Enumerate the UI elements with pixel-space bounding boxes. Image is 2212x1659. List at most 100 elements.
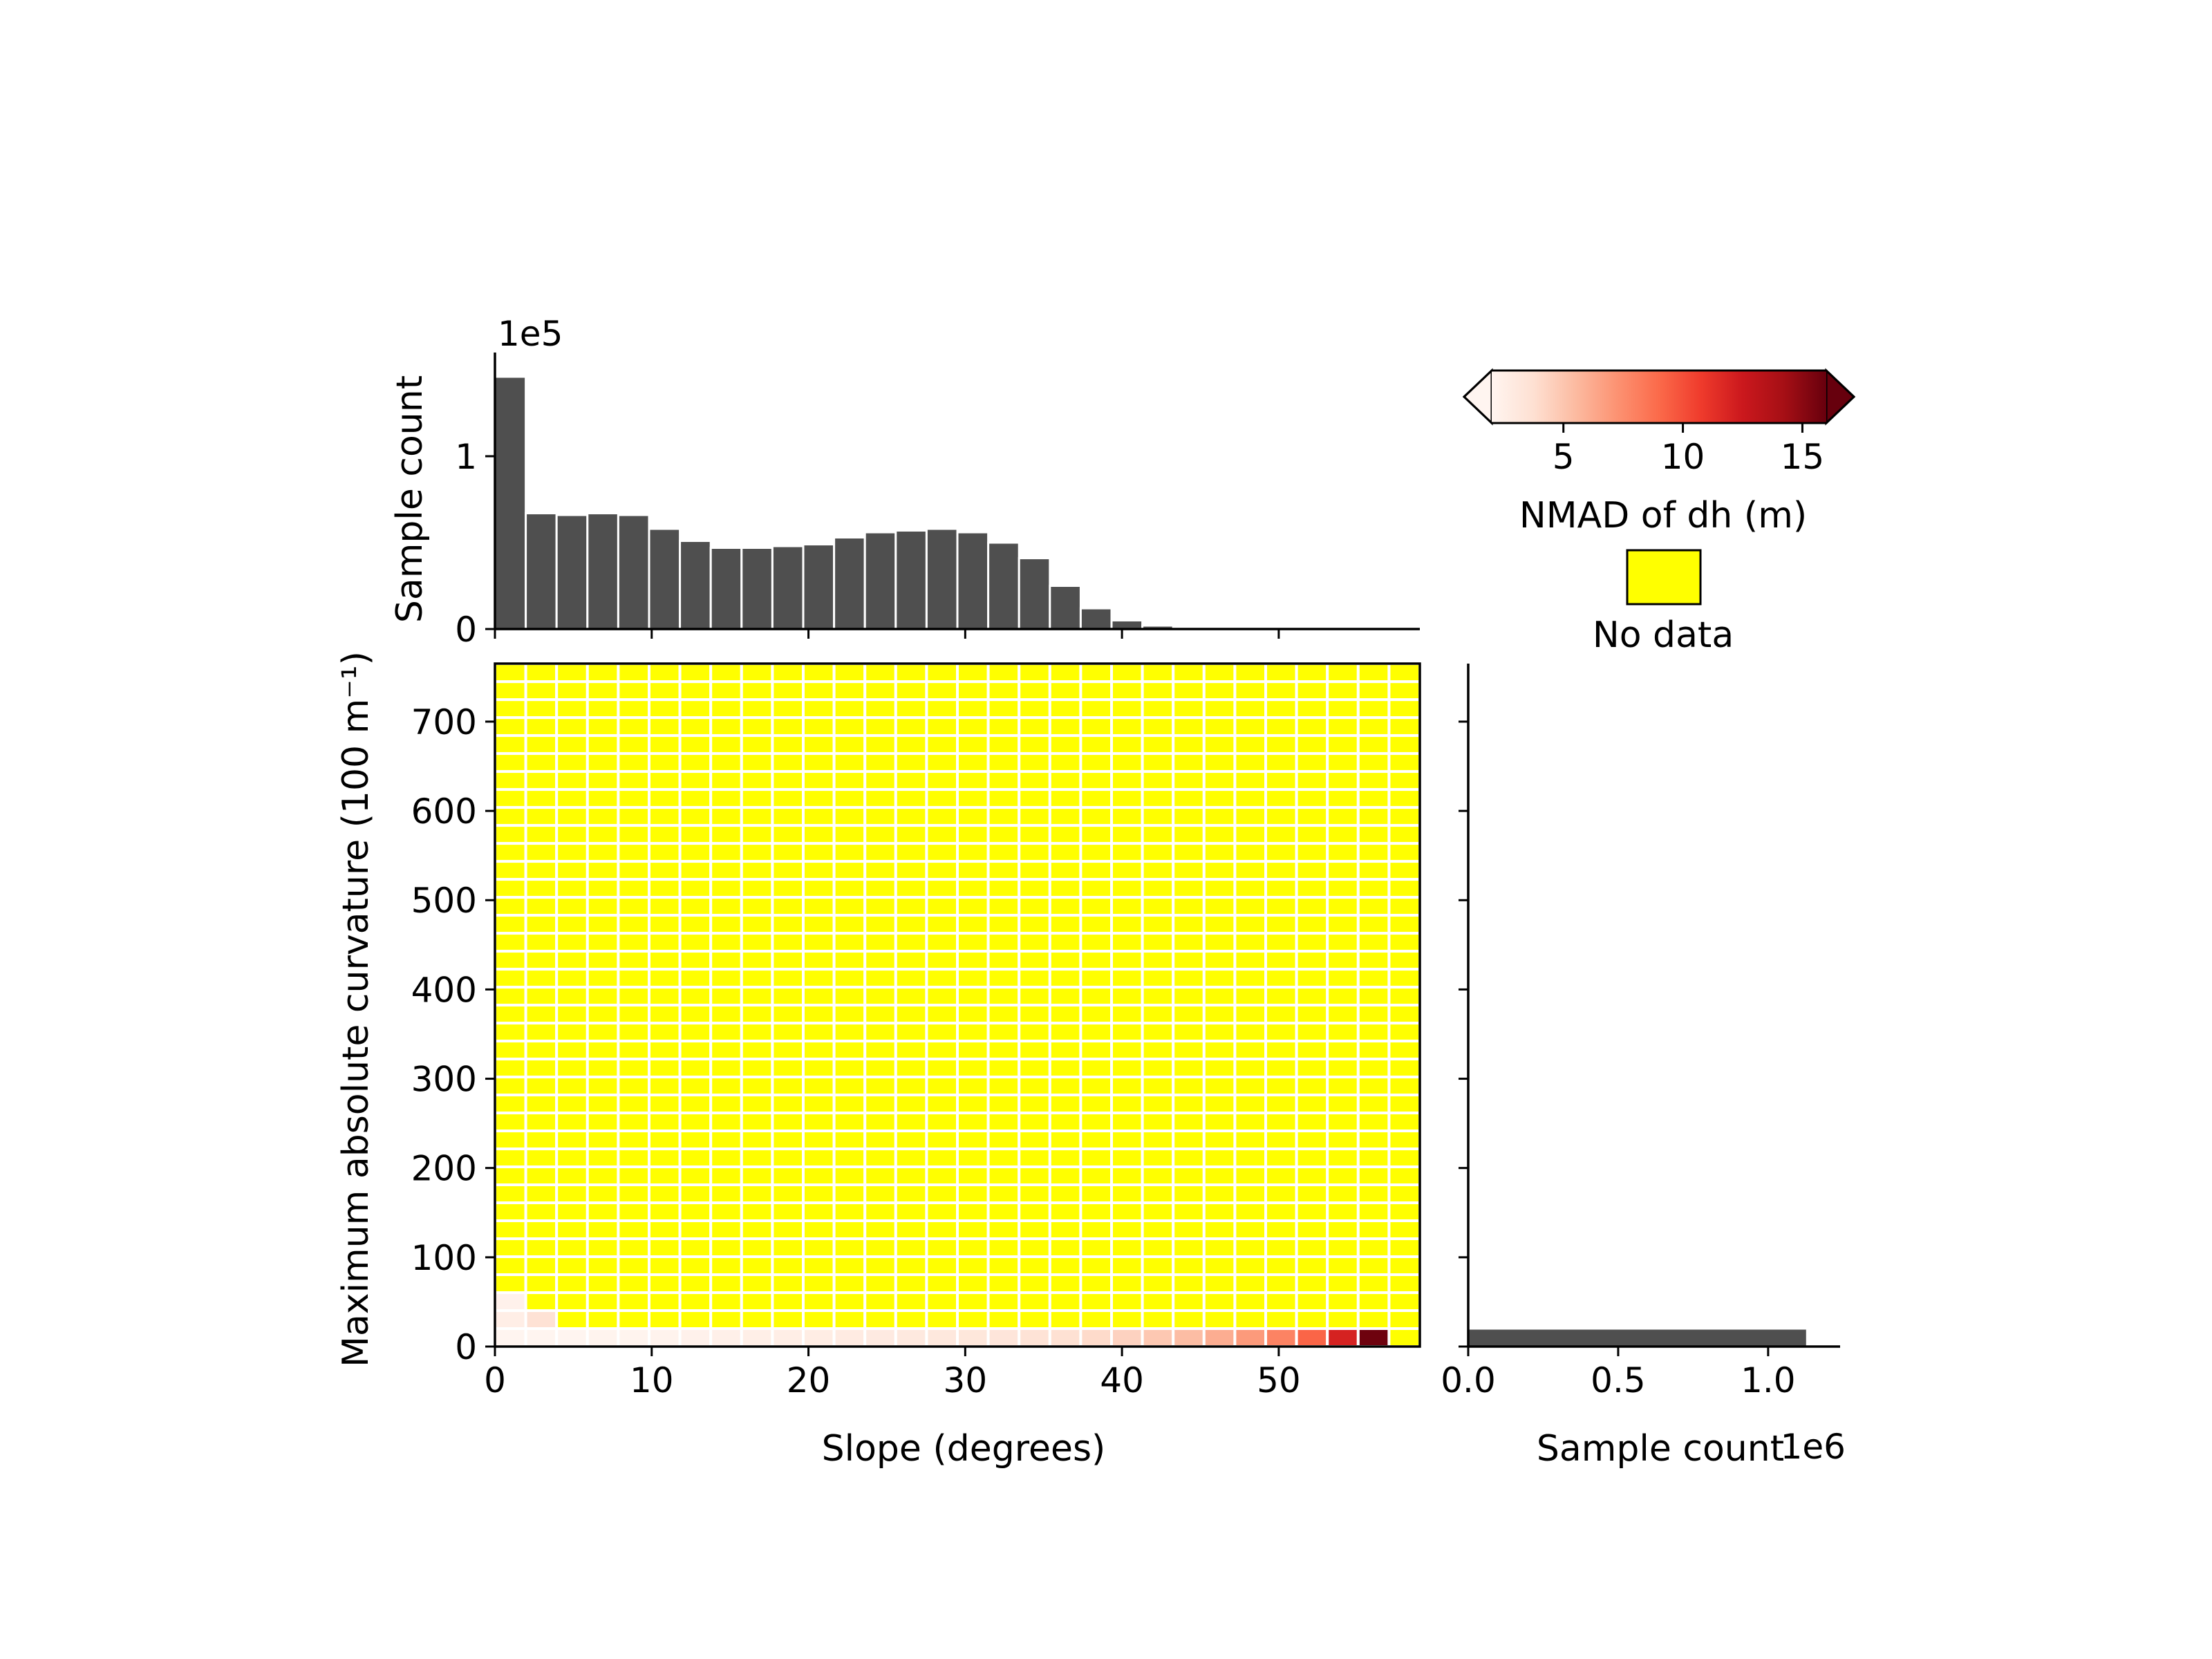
heatmap-nodata-cell — [1141, 932, 1175, 953]
heatmap-nodata-cell — [1326, 698, 1360, 720]
heatmap-nodata-cell — [555, 950, 589, 971]
heatmap-nodata-cell — [1018, 1237, 1051, 1259]
heatmap-nodata-cell — [1295, 1004, 1329, 1025]
heatmap-nodata-cell — [1172, 1201, 1206, 1223]
heatmap-cell — [617, 1327, 651, 1349]
heatmap-nodata-cell — [771, 1219, 805, 1241]
heatmap-nodata-cell — [956, 1255, 990, 1277]
heatmap-nodata-cell — [894, 1040, 928, 1061]
heatmap-nodata-cell — [740, 1309, 774, 1331]
heatmap-nodata-cell — [832, 806, 867, 827]
heatmap-nodata-cell — [771, 1004, 805, 1025]
heatmap-nodata-cell — [494, 662, 527, 684]
heatmap-nodata-cell — [1295, 1040, 1329, 1061]
heatmap-nodata-cell — [1387, 1022, 1421, 1043]
heatmap-nodata-cell — [1018, 1130, 1051, 1151]
heatmap-nodata-cell — [678, 842, 713, 863]
heatmap-nodata-cell — [832, 842, 867, 863]
heatmap-nodata-cell — [1202, 716, 1237, 738]
heatmap-nodata-cell — [1141, 1165, 1175, 1187]
heatmap-nodata-cell — [802, 1130, 836, 1151]
heatmap-nodata-cell — [1141, 734, 1175, 756]
heatmap-nodata-cell — [494, 1040, 527, 1061]
heatmap-nodata-cell — [894, 1165, 928, 1187]
heatmap-nodata-cell — [925, 1237, 959, 1259]
heatmap-nodata-cell — [986, 788, 1021, 809]
heatmap-nodata-cell — [648, 1183, 682, 1205]
heatmap-nodata-cell — [1202, 734, 1237, 756]
heatmap-nodata-cell — [1233, 986, 1268, 1007]
heatmap-nodata-cell — [1172, 824, 1206, 845]
heatmap-nodata-cell — [1387, 1291, 1421, 1313]
heatmap-nodata-cell — [1141, 824, 1175, 845]
heatmap-nodata-cell — [1202, 1201, 1237, 1223]
heatmap-nodata-cell — [555, 662, 589, 684]
heatmap-nodata-cell — [1018, 932, 1051, 953]
heatmap-nodata-cell — [494, 1112, 527, 1133]
heatmap-nodata-cell — [1048, 1237, 1082, 1259]
heatmap-nodata-cell — [555, 716, 589, 738]
main-y-tick-label: 700 — [411, 702, 477, 742]
heatmap-nodata-cell — [1018, 788, 1051, 809]
heatmap-nodata-cell — [925, 1219, 959, 1241]
heatmap-nodata-cell — [986, 986, 1021, 1007]
heatmap-nodata-cell — [925, 1201, 959, 1223]
heatmap-nodata-cell — [802, 788, 836, 809]
heatmap-nodata-cell — [524, 698, 559, 720]
heatmap-nodata-cell — [956, 1094, 990, 1115]
heatmap-nodata-cell — [894, 1094, 928, 1115]
heatmap-nodata-cell — [1264, 1112, 1298, 1133]
heatmap-nodata-cell — [956, 1165, 990, 1187]
heatmap-nodata-cell — [894, 1201, 928, 1223]
heatmap-nodata-cell — [555, 788, 589, 809]
heatmap-nodata-cell — [524, 1291, 559, 1313]
colorbar: 5 10 15 — [1462, 368, 1856, 477]
heatmap-nodata-cell — [956, 968, 990, 989]
heatmap-nodata-cell — [1326, 662, 1360, 684]
heatmap-nodata-cell — [986, 1219, 1021, 1241]
heatmap-nodata-cell — [1264, 896, 1298, 917]
heatmap-nodata-cell — [1326, 842, 1360, 863]
heatmap-nodata-cell — [1141, 1058, 1175, 1079]
heatmap-nodata-cell — [1048, 1112, 1082, 1133]
heatmap-nodata-cell — [709, 1130, 743, 1151]
heatmap-nodata-cell — [1172, 788, 1206, 809]
heatmap-nodata-cell — [1141, 680, 1175, 702]
heatmap-nodata-cell — [956, 662, 990, 684]
heatmap-nodata-cell — [956, 1183, 990, 1205]
heatmap-nodata-cell — [1295, 770, 1329, 791]
heatmap-nodata-cell — [1018, 680, 1051, 702]
heatmap-nodata-cell — [1048, 1094, 1082, 1115]
heatmap-nodata-cell — [832, 1147, 867, 1169]
colorbar-label: NMAD of dh (m) — [1519, 495, 1807, 536]
heatmap-cell — [1172, 1327, 1206, 1349]
heatmap-nodata-cell — [956, 1147, 990, 1169]
heatmap-nodata-cell — [1356, 968, 1391, 989]
heatmap-nodata-cell — [740, 860, 774, 881]
heatmap-nodata-cell — [1202, 698, 1237, 720]
heatmap-nodata-cell — [494, 752, 527, 774]
nodata-legend-swatch — [1626, 549, 1702, 606]
heatmap-nodata-cell — [648, 950, 682, 971]
heatmap-nodata-cell — [1356, 1094, 1391, 1115]
heatmap-nodata-cell — [925, 950, 959, 971]
heatmap-nodata-cell — [925, 986, 959, 1007]
heatmap-nodata-cell — [1172, 1255, 1206, 1277]
colorbar-gradient — [1492, 371, 1826, 423]
heatmap-nodata-cell — [771, 968, 805, 989]
heatmap-nodata-cell — [648, 986, 682, 1007]
heatmap-nodata-cell — [1018, 1183, 1051, 1205]
heatmap-nodata-cell — [524, 770, 559, 791]
heatmap-nodata-cell — [1264, 860, 1298, 881]
heatmap-nodata-cell — [1356, 716, 1391, 738]
heatmap-nodata-cell — [1356, 752, 1391, 774]
heatmap-nodata-cell — [740, 770, 774, 791]
heatmap-nodata-cell — [648, 1094, 682, 1115]
heatmap-nodata-cell — [1387, 896, 1421, 917]
heatmap-nodata-cell — [678, 824, 713, 845]
heatmap-nodata-cell — [1141, 1201, 1175, 1223]
heatmap-nodata-cell — [771, 662, 805, 684]
heatmap-nodata-cell — [1018, 1076, 1051, 1097]
heatmap-nodata-cell — [1387, 950, 1421, 971]
heatmap-nodata-cell — [1233, 1130, 1268, 1151]
